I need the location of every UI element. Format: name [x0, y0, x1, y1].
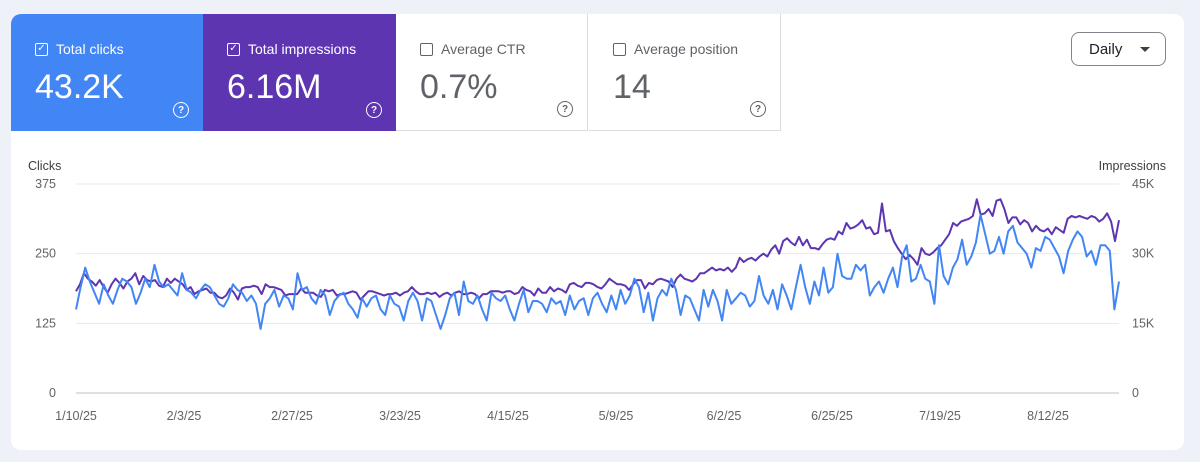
checkmark-glyph: ✓ [37, 43, 46, 54]
x-tick-label: 4/15/25 [487, 409, 529, 423]
x-tick-labels: 1/10/25 2/3/25 2/27/25 3/23/25 4/15/25 5/9/25… [55, 409, 1069, 423]
y-right-tick-label: 30K [1132, 247, 1155, 261]
date-granularity-dropdown[interactable]: Daily [1071, 32, 1166, 66]
metric-header: Average CTR [420, 41, 526, 57]
y-right-axis-title: Impressions [1099, 159, 1166, 173]
metric-header: Average position [613, 41, 738, 57]
dropdown-selected-label: Daily [1089, 41, 1123, 58]
help-icon[interactable]: ? [557, 101, 573, 117]
x-tick-label: 5/9/25 [599, 409, 634, 423]
x-tick-label: 1/10/25 [55, 409, 97, 423]
metric-value: 43.2K [35, 68, 124, 106]
checkbox-checked-icon[interactable]: ✓ [35, 42, 48, 56]
checkbox-unchecked-icon[interactable] [420, 42, 433, 56]
metric-label: Average position [634, 41, 739, 57]
y-right-tick-label: 0 [1132, 386, 1139, 400]
x-tick-label: 8/12/25 [1027, 409, 1069, 423]
metric-label: Total clicks [56, 41, 124, 57]
caret-down-icon [1140, 47, 1150, 52]
x-tick-label: 3/23/25 [379, 409, 421, 423]
series-lines [75, 198, 1120, 330]
y-right-tick-label: 45K [1132, 177, 1155, 191]
x-tick-label: 7/19/25 [919, 409, 961, 423]
y-right-tick-label: 15K [1132, 316, 1155, 330]
x-tick-label: 2/27/25 [271, 409, 313, 423]
help-glyph: ? [754, 103, 762, 115]
y-left-tick-labels: 0 125 250 375 [35, 177, 56, 400]
help-glyph: ? [370, 104, 378, 116]
metric-header: ✓ Total impressions [227, 41, 356, 57]
grid-lines [76, 183, 1119, 394]
help-glyph: ? [561, 103, 569, 115]
help-icon[interactable]: ? [173, 102, 189, 118]
metric-card-average-ctr[interactable]: Average CTR 0.7% ? [396, 14, 588, 131]
metric-value: 14 [613, 68, 651, 106]
y-left-tick-label: 375 [35, 177, 56, 191]
series-line-impressions [75, 198, 1120, 301]
checkmark-glyph: ✓ [229, 43, 238, 54]
help-icon[interactable]: ? [750, 101, 766, 117]
metric-card-average-position[interactable]: Average position 14 ? [589, 14, 781, 131]
help-icon[interactable]: ? [366, 102, 382, 118]
x-tick-label: 6/2/25 [707, 409, 742, 423]
performance-panel: ✓ Total clicks 43.2K ? ✓ Total impressio… [11, 14, 1184, 450]
x-tick-label: 2/3/25 [167, 409, 202, 423]
metric-card-total-clicks[interactable]: ✓ Total clicks 43.2K ? [11, 14, 203, 131]
y-left-tick-label: 250 [35, 247, 56, 261]
metric-card-total-impressions[interactable]: ✓ Total impressions 6.16M ? [203, 14, 396, 131]
checkbox-unchecked-icon[interactable] [613, 42, 626, 56]
metric-value: 0.7% [420, 68, 498, 106]
checkbox-checked-icon[interactable]: ✓ [227, 42, 240, 56]
y-left-tick-label: 125 [35, 316, 56, 330]
x-tick-label: 6/25/25 [811, 409, 853, 423]
metric-label: Average CTR [441, 41, 526, 57]
metric-label: Total impressions [248, 41, 357, 57]
metric-value: 6.16M [227, 68, 322, 106]
metric-header: ✓ Total clicks [35, 41, 124, 57]
help-glyph: ? [177, 104, 185, 116]
y-left-tick-label: 0 [49, 386, 56, 400]
y-right-tick-labels: 0 15K 30K 45K [1132, 177, 1155, 400]
series-line-clicks [75, 213, 1120, 330]
y-left-axis-title: Clicks [28, 159, 61, 173]
